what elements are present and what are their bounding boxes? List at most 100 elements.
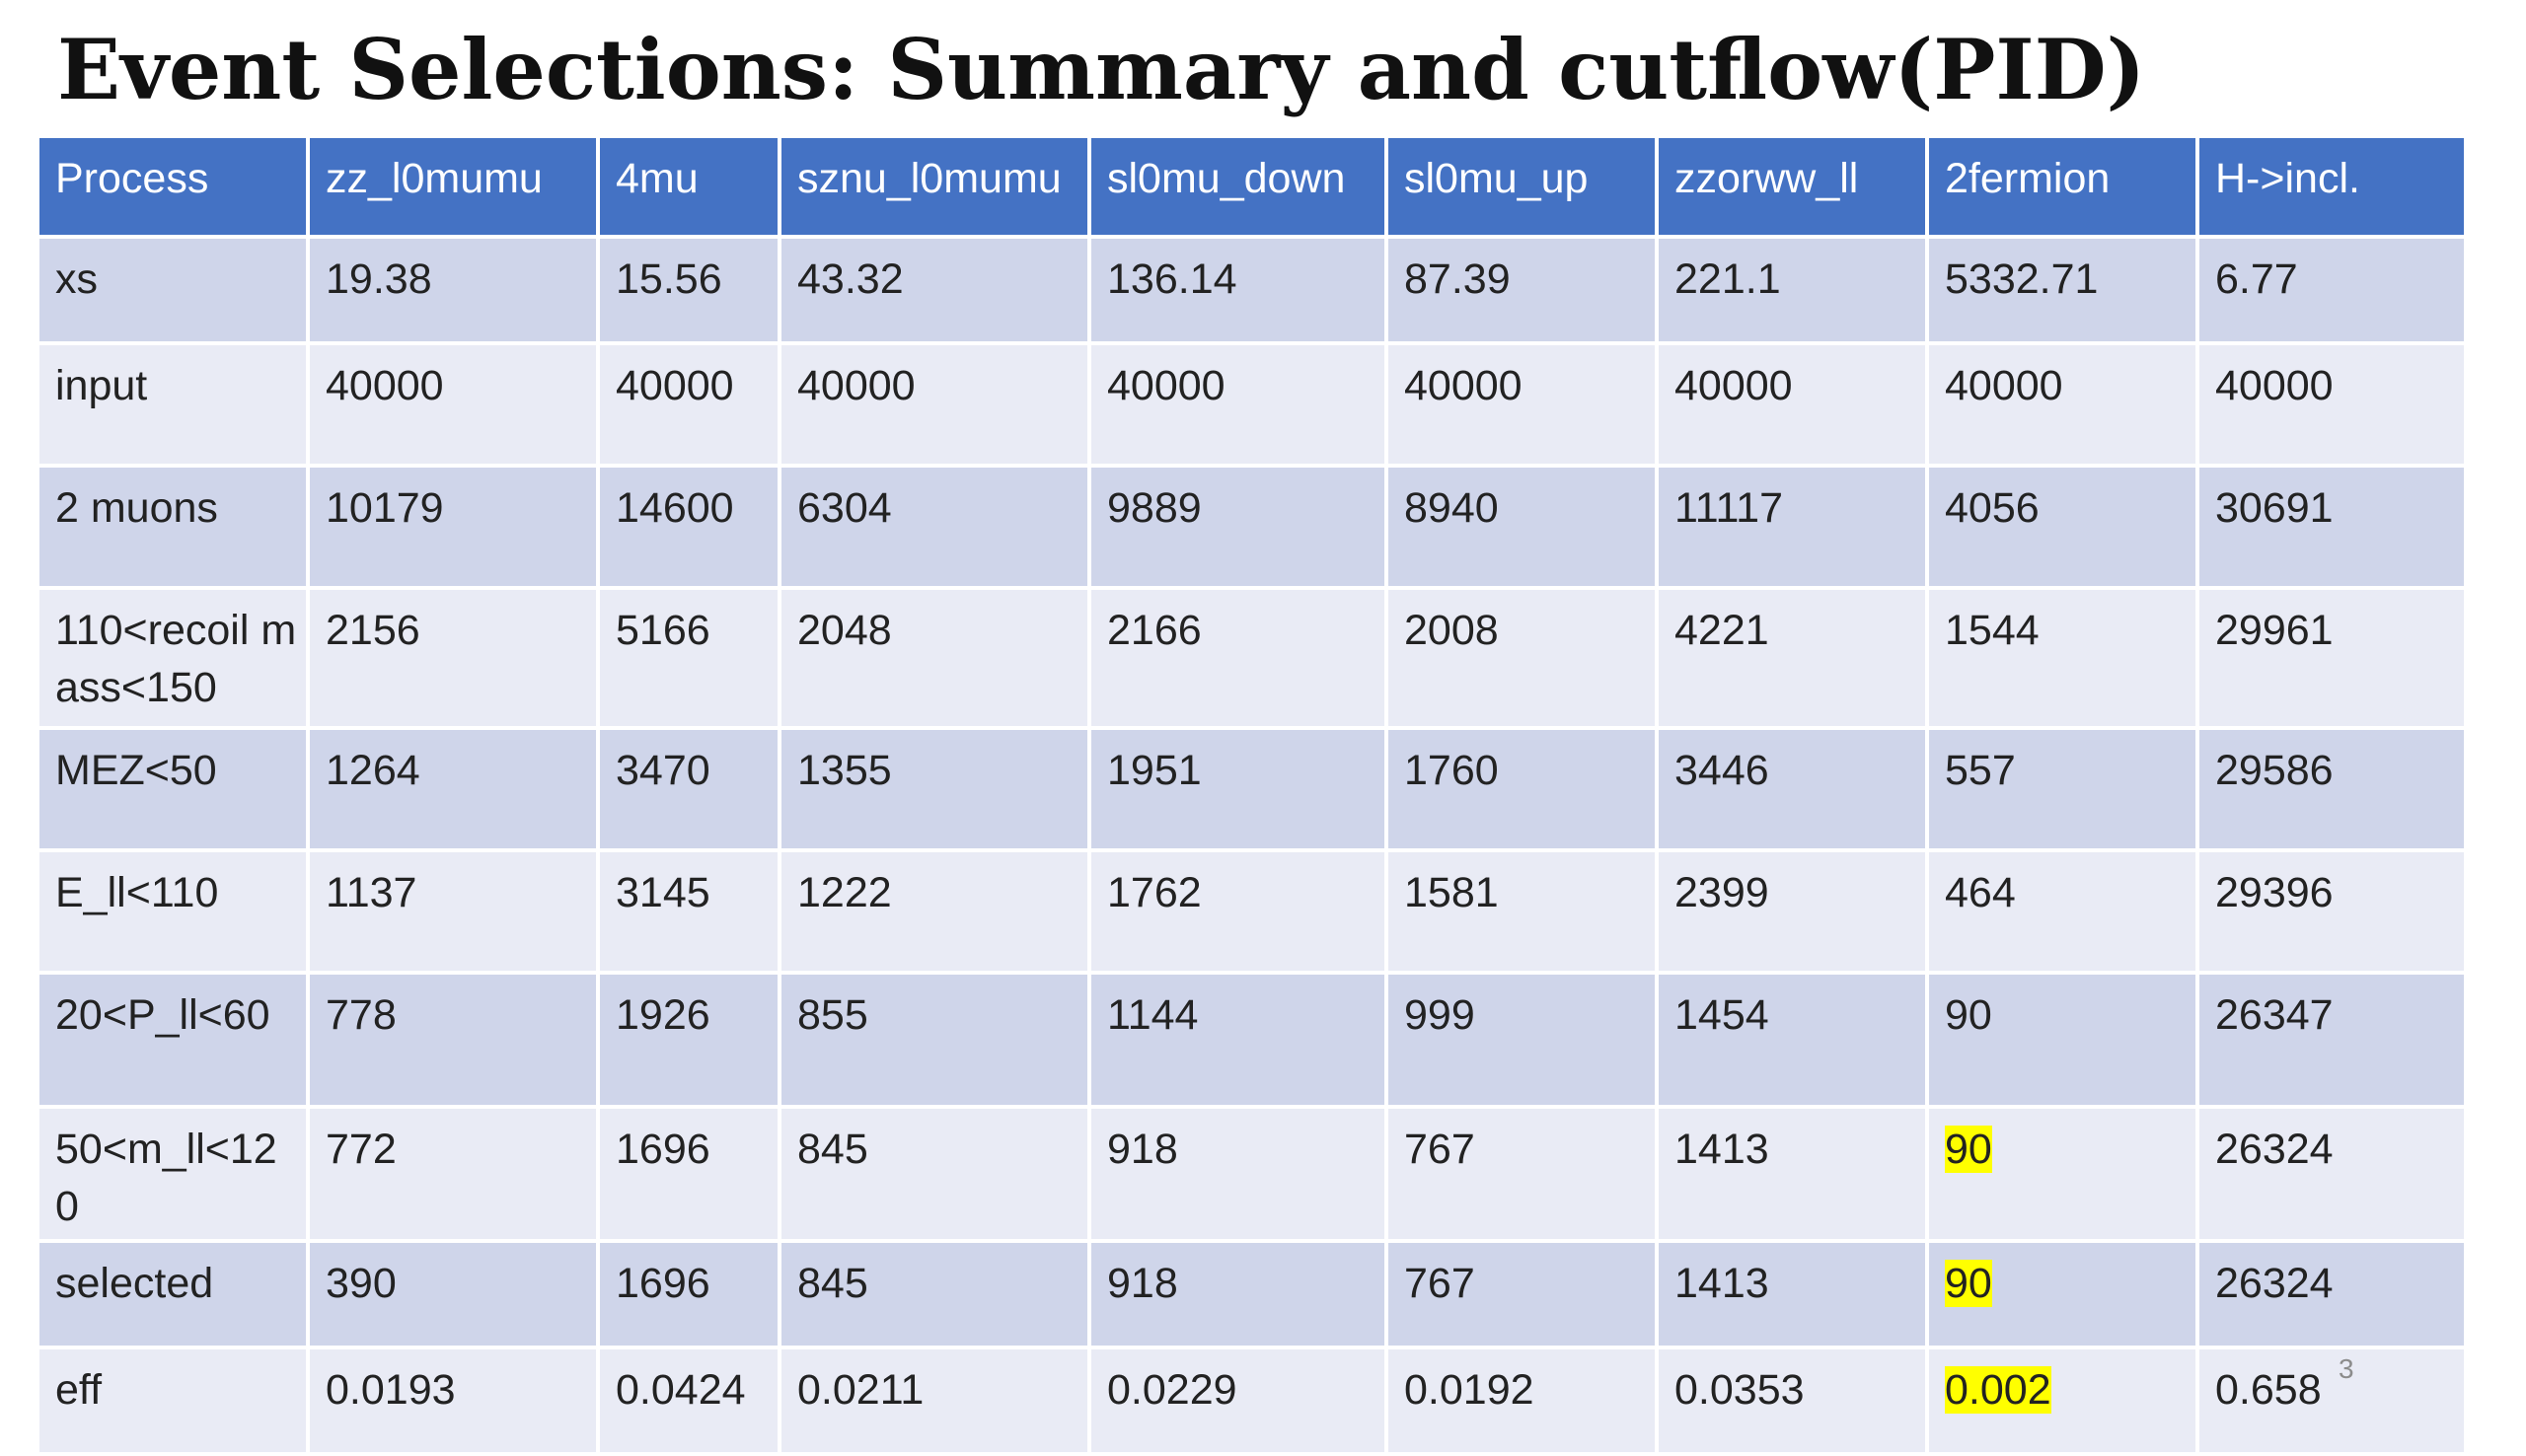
table-row: E_ll<110 1137 3145 1222 1762 1581 2399 464 29396	[39, 852, 2464, 971]
column-header: sl0mu_up	[1388, 138, 1655, 235]
table-cell: 1413	[1659, 1109, 1925, 1239]
table-cell: 26324	[2199, 1243, 2464, 1346]
table-row: input 40000 40000 40000 40000 40000 40000 40000…	[39, 345, 2464, 464]
table-cell: 1696	[600, 1109, 778, 1239]
table-cell: 26324	[2199, 1109, 2464, 1239]
table-cell: 1454	[1659, 975, 1925, 1105]
table-cell: 918	[1091, 1109, 1384, 1239]
table-cell: 2156	[310, 590, 596, 726]
table-cell: 1222	[781, 852, 1087, 971]
table-cell: 1696	[600, 1243, 778, 1346]
table-cell: 4221	[1659, 590, 1925, 726]
table-cell: 1581	[1388, 852, 1655, 971]
table-cell: 2399	[1659, 852, 1925, 971]
table-cell: 43.32	[781, 239, 1087, 341]
table-cell: 5166	[600, 590, 778, 726]
table-cell: 40000	[1659, 345, 1925, 464]
table-cell: 778	[310, 975, 596, 1105]
table-row: eff 0.0193 0.0424 0.0211 0.0229 0.0192 0.0353 0…	[39, 1349, 2464, 1452]
table-cell: 999	[1388, 975, 1655, 1105]
row-label: 50<m_ll<120	[39, 1109, 306, 1239]
table-row: 50<m_ll<120 772 1696 845 918 767 1413 90 26324	[39, 1109, 2464, 1239]
page-number: 3	[2339, 1353, 2354, 1384]
row-label: selected	[39, 1243, 306, 1346]
row-label: xs	[39, 239, 306, 341]
table-cell: 464	[1929, 852, 2195, 971]
table-cell: 845	[781, 1109, 1087, 1239]
table-cell: 855	[781, 975, 1087, 1105]
table-row: xs 19.38 15.56 43.32 136.14 87.39 221.1 5332.71…	[39, 239, 2464, 341]
table-cell: 30691	[2199, 468, 2464, 586]
table-cell: 2048	[781, 590, 1087, 726]
table-cell: 40000	[310, 345, 596, 464]
table-cell: 0.0192	[1388, 1349, 1655, 1452]
table-cell: 3145	[600, 852, 778, 971]
column-header: 2fermion	[1929, 138, 2195, 235]
table-cell: 2008	[1388, 590, 1655, 726]
table-cell: 3470	[600, 730, 778, 848]
table-row: 2 muons 10179 14600 6304 9889 8940 11117 4056 30…	[39, 468, 2464, 586]
column-header: zzorww_ll	[1659, 138, 1925, 235]
table-cell: 1355	[781, 730, 1087, 848]
row-label: eff	[39, 1349, 306, 1452]
table-cell: 0.658	[2199, 1349, 2464, 1452]
table-cell: 0.002	[1929, 1349, 2195, 1452]
table-cell: 1926	[600, 975, 778, 1105]
column-header: 4mu	[600, 138, 778, 235]
table-cell: 0.0424	[600, 1349, 778, 1452]
table-cell: 6304	[781, 468, 1087, 586]
column-header-process: Process	[39, 138, 306, 235]
row-label: MEZ<50	[39, 730, 306, 848]
table-cell: 221.1	[1659, 239, 1925, 341]
table-cell: 1413	[1659, 1243, 1925, 1346]
table-header-row: Process zz_l0mumu 4mu sznu_l0mumu sl0mu_down…	[39, 138, 2464, 235]
table-cell: 767	[1388, 1243, 1655, 1346]
table-cell: 29961	[2199, 590, 2464, 726]
row-label: input	[39, 345, 306, 464]
table-cell: 1264	[310, 730, 596, 848]
column-header: zz_l0mumu	[310, 138, 596, 235]
table-cell: 40000	[1091, 345, 1384, 464]
table-cell: 11117	[1659, 468, 1925, 586]
table-cell: 0.0193	[310, 1349, 596, 1452]
table-cell: 15.56	[600, 239, 778, 341]
table-cell: 2166	[1091, 590, 1384, 726]
table-cell: 0.0211	[781, 1349, 1087, 1452]
table-cell: 845	[781, 1243, 1087, 1346]
table-cell: 767	[1388, 1109, 1655, 1239]
row-label: 2 muons	[39, 468, 306, 586]
table-cell: 90	[1929, 1109, 2195, 1239]
table-cell: 10179	[310, 468, 596, 586]
cutflow-table: Process zz_l0mumu 4mu sznu_l0mumu sl0mu_down…	[36, 134, 2468, 1456]
table-cell: 90	[1929, 1243, 2195, 1346]
row-label: E_ll<110	[39, 852, 306, 971]
table-cell: 40000	[2199, 345, 2464, 464]
row-label: 20<P_ll<60	[39, 975, 306, 1105]
table-cell: 6.77	[2199, 239, 2464, 341]
table-cell: 1762	[1091, 852, 1384, 971]
table-cell: 1144	[1091, 975, 1384, 1105]
table-cell: 1760	[1388, 730, 1655, 848]
table-cell: 4056	[1929, 468, 2195, 586]
table-cell: 29396	[2199, 852, 2464, 971]
table-row: MEZ<50 1264 3470 1355 1951 1760 3446 557 29586	[39, 730, 2464, 848]
table-cell: 5332.71	[1929, 239, 2195, 341]
table-cell: 26347	[2199, 975, 2464, 1105]
table-cell: 0.0229	[1091, 1349, 1384, 1452]
table-cell: 40000	[600, 345, 778, 464]
row-label: 110<recoil mass<150	[39, 590, 306, 726]
table-cell: 8940	[1388, 468, 1655, 586]
table-cell: 1137	[310, 852, 596, 971]
slide-title: Event Selections: Summary and cutflow(PI…	[57, 21, 2146, 118]
table-cell: 1544	[1929, 590, 2195, 726]
table-cell: 90	[1929, 975, 2195, 1105]
table-cell: 772	[310, 1109, 596, 1239]
table-cell: 918	[1091, 1243, 1384, 1346]
table-cell: 557	[1929, 730, 2195, 848]
table-cell: 40000	[781, 345, 1087, 464]
table-row: 20<P_ll<60 778 1926 855 1144 999 1454 90 26347	[39, 975, 2464, 1105]
table-cell: 40000	[1388, 345, 1655, 464]
column-header: sl0mu_down	[1091, 138, 1384, 235]
table-row: selected 390 1696 845 918 767 1413 90 26324	[39, 1243, 2464, 1346]
table-cell: 40000	[1929, 345, 2195, 464]
